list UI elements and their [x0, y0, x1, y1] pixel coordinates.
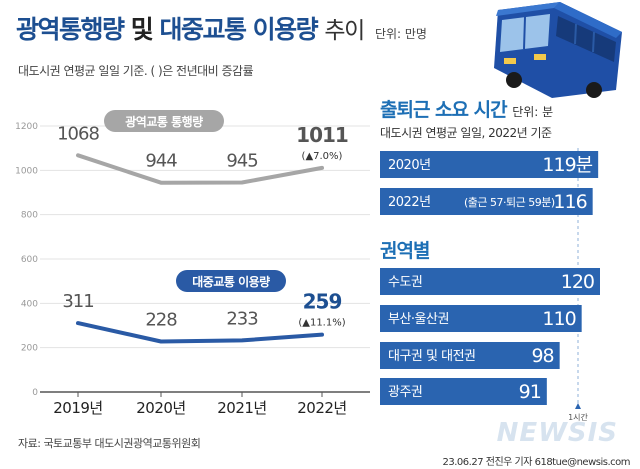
region-title: 권역별: [380, 240, 430, 262]
commute-subtitle: 대도시권 연평균 일일, 2022년 기준: [380, 126, 552, 140]
bar: [380, 342, 560, 369]
x-tick-label: 2021년: [217, 399, 266, 417]
bar-value-label: 91: [519, 381, 541, 403]
data-label: 233: [226, 308, 258, 329]
bar: [380, 378, 547, 405]
source-note: 자료: 국토교통부 대도시권광역교통위원회: [18, 437, 201, 450]
x-tick-label: 2022년: [297, 399, 346, 417]
reference-label: 1시간: [568, 412, 588, 422]
bar-annotation: (출근 57·퇴근 59분): [464, 196, 555, 209]
series-line: [76, 321, 324, 344]
x-tick-label: 2019년: [53, 399, 102, 417]
bar-category-label: 대구권 및 대전권: [388, 349, 476, 364]
bar-value-label: 110: [542, 308, 575, 330]
y-tick-label: 200: [21, 344, 38, 354]
line-chart: 0 200 400 600 800 1000 1200 2019년 2020년 2021년 2022…: [15, 110, 370, 417]
page-subtitle: 대도시권 연평균 일일 기준. ( )은 전년대비 증감률: [18, 64, 254, 78]
bar-category-label: 2020년: [388, 158, 431, 173]
data-label: 259: [303, 290, 342, 314]
bar-value-label: 120: [561, 271, 594, 293]
data-label: 945: [226, 151, 257, 172]
legend-badge: [176, 270, 286, 292]
data-label: 1068: [57, 123, 99, 144]
bar-category-label: 수도권: [388, 275, 422, 290]
bar: [380, 305, 582, 332]
title-part3: 대중교통 이용량: [159, 15, 318, 44]
data-label: 311: [62, 291, 93, 312]
series-line: [76, 153, 324, 185]
data-label: 944: [145, 151, 177, 172]
bar-value-label: 119분: [542, 154, 592, 176]
bus-icon: [494, 2, 622, 98]
commute-title: 출퇴근 소요 시간 단위: 분: [380, 99, 554, 121]
y-tick-label: 1200: [15, 122, 38, 132]
bar-value-label: 116: [553, 191, 586, 213]
commute-unit: 단위: 분: [512, 105, 554, 119]
bar-category-label: 부산·울산권: [388, 312, 449, 327]
bar-value-label: 98: [531, 345, 553, 367]
bar: [380, 188, 593, 215]
bar: [380, 151, 599, 178]
reference-marker: [575, 403, 581, 409]
y-tick-label: 1000: [15, 166, 38, 176]
bar-category-label: 광주권: [388, 385, 422, 400]
y-tick-label: 600: [21, 255, 38, 265]
title-part2: 및: [130, 15, 154, 44]
page-title: 광역통행량 및 대중교통 이용량 추이 단위: 만명: [16, 10, 427, 46]
y-tick-label: 0: [32, 388, 38, 398]
change-label: (▲11.1%): [298, 318, 345, 329]
x-tick-label: 2020년: [136, 399, 185, 417]
bar: [380, 268, 600, 295]
title-part1: 광역통행량: [16, 15, 125, 44]
legend-label: 대중교통 이용량: [192, 274, 270, 289]
legend-badge: [104, 110, 224, 132]
title-unit: 단위: 만명: [374, 27, 427, 41]
credit-line: 23.06.27 전진우 기자 618tue@newsis.com: [442, 457, 631, 468]
legend-label: 광역교통 통행량: [125, 114, 203, 129]
y-tick-label: 400: [21, 299, 38, 309]
data-label: 1011: [296, 123, 348, 147]
y-tick-label: 800: [21, 211, 38, 221]
data-label: 228: [145, 309, 177, 330]
bar-category-label: 2022년: [388, 195, 431, 210]
change-label: (▲7.0%): [302, 151, 343, 162]
bar-charts: 1시간 2020년 119분 2022년 116(출근 57·퇴근 59분) 수도권 120…: [380, 148, 600, 422]
title-part4: 추이: [324, 18, 365, 44]
newsis-logo: NEWSIS: [496, 418, 618, 448]
